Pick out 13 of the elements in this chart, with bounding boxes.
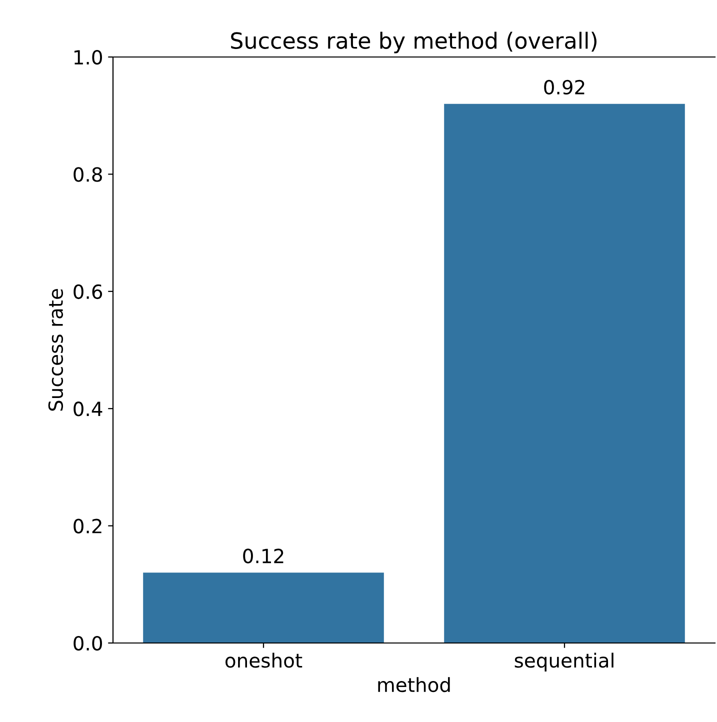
y-tick-label: 0.0 [74, 636, 102, 651]
y-tick-label: 1.0 [74, 50, 102, 65]
y-tick-label: 0.2 [74, 518, 102, 534]
y-tick-label: 0.6 [74, 284, 102, 300]
x-tick-label: sequential [514, 652, 614, 672]
x-axis-title: method [378, 677, 450, 692]
y-axis-title: Success rate [48, 289, 64, 411]
y-tick-label: 0.4 [74, 402, 102, 416]
data-label: 0.92 [544, 80, 584, 95]
y-tick-label: 0.8 [74, 167, 102, 182]
chart-title: Success rate by method (overall) [231, 32, 596, 54]
x-tick-label: oneshot [225, 652, 302, 668]
data-label: 0.12 [243, 548, 284, 564]
